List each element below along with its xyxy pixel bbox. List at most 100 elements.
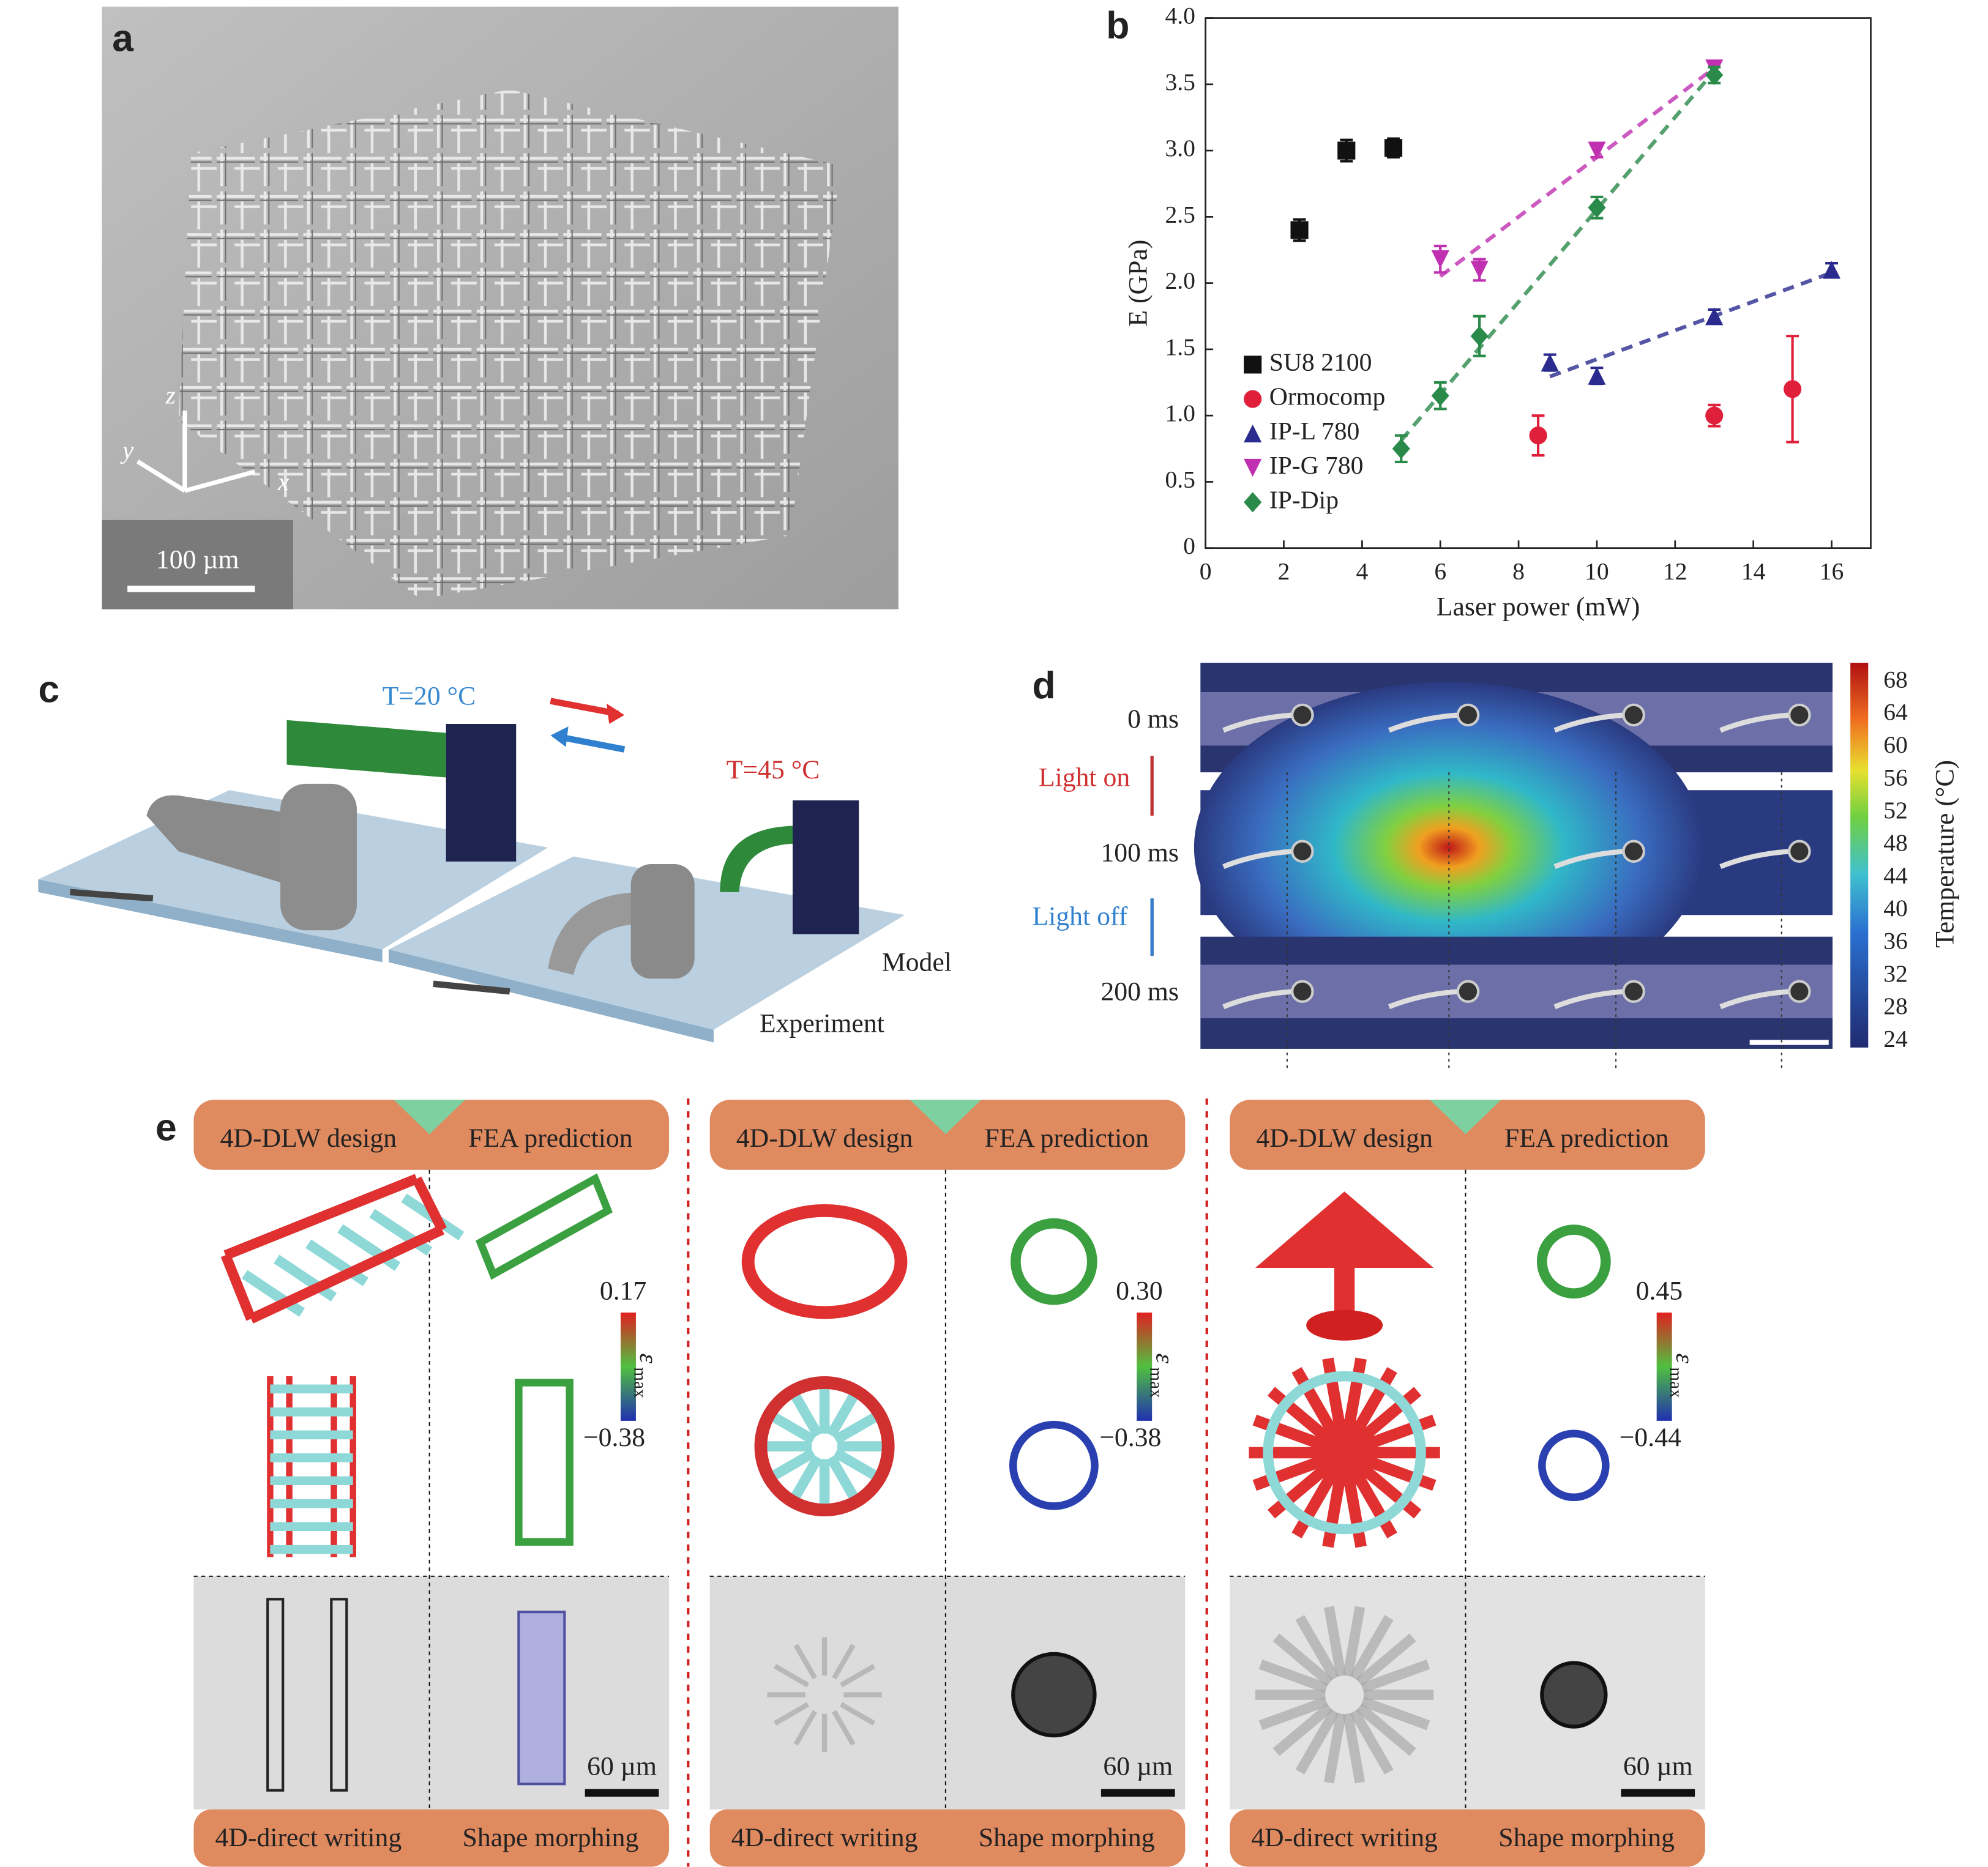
artwork-shape: [1194, 682, 1704, 1013]
marker: [1290, 221, 1309, 239]
artwork-shape: [1850, 663, 1869, 1048]
photo-spoke: [793, 1644, 818, 1680]
cantilever: [1222, 989, 1294, 1010]
strain-colorbar: [620, 1312, 636, 1421]
y-tick-label: 0: [1183, 532, 1195, 559]
fit-line: [1399, 70, 1716, 442]
marker: [1470, 261, 1489, 279]
base: [1306, 1310, 1383, 1341]
pad: [1622, 980, 1645, 1003]
colorbar-label: Temperature (°C): [1930, 760, 1959, 948]
artwork-shape: [550, 698, 619, 717]
legend-label: IP-L 780: [1269, 417, 1360, 445]
y-tick-label: 2.5: [1165, 201, 1195, 228]
y-axis-label: E (GPa): [1123, 240, 1153, 327]
header-label: FEA prediction: [468, 1124, 632, 1153]
artwork-shape: [630, 864, 695, 979]
pad: [1788, 703, 1811, 727]
photo-morph: [1011, 1652, 1097, 1738]
strain-subscript: max: [630, 1367, 649, 1398]
y-tick-label: 1.5: [1165, 334, 1195, 360]
photo-spoke: [1324, 1606, 1347, 1677]
header-bar: [709, 1100, 1186, 1170]
panel-letter: a: [112, 17, 134, 60]
footer-label: Shape morphing: [979, 1823, 1155, 1852]
cantilever: [1388, 712, 1460, 733]
photo-spoke: [1361, 1696, 1430, 1731]
artwork-shape: [433, 980, 510, 995]
pad: [1291, 703, 1314, 727]
x-tick-label: 6: [1434, 557, 1446, 584]
photo-spoke: [1258, 1659, 1329, 1693]
x-tick-label: 2: [1278, 557, 1290, 584]
marker: [1470, 326, 1489, 346]
photo-strut: [266, 1598, 285, 1792]
photo-strut: [330, 1598, 348, 1792]
photo-spoke: [1356, 1633, 1416, 1686]
y-tick-label: 2.0: [1165, 267, 1195, 294]
axis-name: y: [120, 436, 134, 464]
spoke: [826, 1455, 861, 1504]
colorbar-tick-label: 56: [1883, 764, 1908, 791]
footer-label: 4D-direct writing: [1251, 1823, 1438, 1852]
header-notch: [394, 1100, 465, 1135]
colorbar-tick-label: 60: [1883, 731, 1908, 758]
legend-marker: [1244, 390, 1262, 408]
artwork-shape: [446, 724, 517, 862]
legend-label: IP-G 780: [1269, 452, 1364, 480]
marker: [1822, 261, 1841, 279]
footer-bar: [193, 1809, 670, 1867]
x-tick-label: 8: [1512, 557, 1525, 584]
axis-name: x: [277, 468, 290, 496]
cone: [1255, 1191, 1434, 1269]
header-bar: [193, 1100, 670, 1170]
marker: [1384, 139, 1403, 157]
artwork-shape: [286, 720, 446, 778]
temperature-label: T=45 °C: [727, 755, 820, 784]
time-label: 0 ms: [1127, 704, 1179, 734]
header-label: 4D-DLW design: [736, 1124, 913, 1153]
legend-label: Ormocomp: [1269, 383, 1386, 411]
scale-bar-label: 60 µm: [587, 1751, 657, 1781]
colorbar-tick-label: 28: [1883, 993, 1908, 1019]
artwork-shape: [548, 892, 644, 975]
ring: [754, 1376, 895, 1517]
artwork-shape: [793, 800, 859, 934]
photo-spoke: [832, 1644, 856, 1680]
artwork-shape: [280, 783, 357, 931]
photo-spoke: [1342, 1606, 1366, 1677]
cantilever: [1553, 849, 1625, 870]
legend-marker: [1244, 492, 1262, 513]
panel-letter: e: [155, 1106, 177, 1149]
frame: [220, 1174, 447, 1324]
cantilever: [1719, 712, 1791, 733]
caption: Model: [882, 948, 952, 977]
strain-symbol: ε: [1670, 1354, 1698, 1364]
fea-small: [1011, 1218, 1097, 1305]
x-tick-label: 12: [1663, 557, 1687, 584]
colorbar-tick-label: 24: [1883, 1026, 1908, 1053]
photo-spoke: [840, 1664, 876, 1688]
marker: [1784, 380, 1802, 398]
x-tick-label: 10: [1585, 557, 1609, 584]
strain-max: 0.45: [1636, 1276, 1683, 1306]
temperature-label: T=20 °C: [383, 681, 476, 710]
fea-small: [1538, 1429, 1610, 1502]
scale-bar-label: 60 µm: [1103, 1751, 1173, 1781]
colorbar-tick-label: 40: [1883, 895, 1908, 922]
x-tick-label: 14: [1741, 557, 1766, 584]
pad: [1788, 980, 1811, 1003]
photo-spoke: [1272, 1633, 1333, 1686]
spoke: [788, 1388, 823, 1438]
artwork-shape: [607, 703, 625, 725]
spoke: [832, 1410, 883, 1445]
fea-small: [1536, 1224, 1611, 1299]
y-tick-label: 0.5: [1165, 466, 1195, 493]
cantilever: [1553, 712, 1625, 733]
colorbar-tick-label: 36: [1883, 927, 1908, 954]
legend-label: IP-Dip: [1269, 486, 1339, 514]
panel-letter: b: [1106, 4, 1129, 47]
marker: [1541, 353, 1559, 372]
spoke: [766, 1410, 816, 1445]
